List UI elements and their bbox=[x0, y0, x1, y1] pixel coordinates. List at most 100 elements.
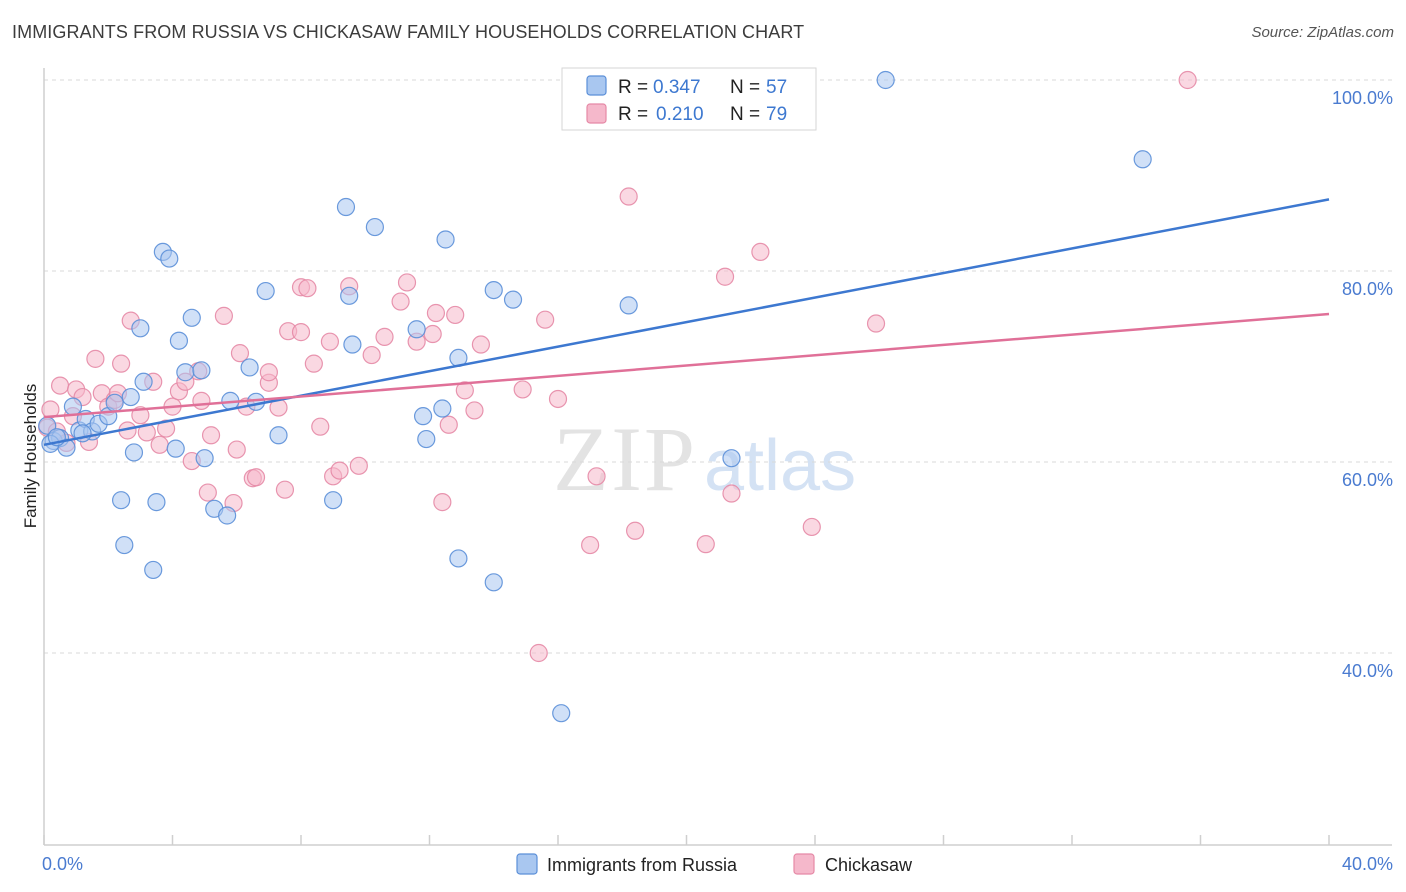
chickasaw-point-68 bbox=[548, 389, 568, 409]
russia-point-50 bbox=[619, 296, 638, 315]
bottom-legend-swatch-chickasaw bbox=[793, 853, 815, 875]
chickasaw-point-58 bbox=[426, 303, 446, 323]
chickasaw-point-71 bbox=[619, 187, 638, 206]
russia-point-34 bbox=[324, 491, 343, 510]
chickasaw-point-65 bbox=[513, 380, 532, 399]
chickasaw-point-18 bbox=[137, 423, 156, 442]
chickasaw-point-64 bbox=[471, 335, 490, 354]
series-legend: Immigrants from Russia Chickasaw bbox=[516, 853, 913, 875]
russia-point-14 bbox=[124, 443, 144, 462]
russia-point-20 bbox=[160, 249, 179, 268]
chickasaw-point-9 bbox=[86, 349, 105, 368]
x-tick-label-min: 0.0% bbox=[42, 854, 83, 874]
russia-point-36 bbox=[336, 197, 356, 217]
chickasaw-point-61 bbox=[446, 305, 465, 325]
russia-point-11 bbox=[111, 491, 131, 510]
russia-point-33 bbox=[269, 426, 288, 445]
russia-point-17 bbox=[144, 560, 163, 580]
chickasaw-point-79 bbox=[1178, 70, 1197, 90]
russia-point-51 bbox=[722, 449, 741, 468]
y-tick-label-100: 100.0% bbox=[1332, 88, 1393, 108]
russia-point-53 bbox=[1133, 150, 1152, 169]
chickasaw-point-44 bbox=[298, 279, 317, 298]
russia-point-31 bbox=[246, 392, 266, 411]
chickasaw-point-60 bbox=[439, 415, 458, 434]
watermark: ZIP atlas bbox=[553, 408, 856, 510]
chickasaw-point-52 bbox=[362, 345, 381, 365]
chickasaw-point-73 bbox=[696, 535, 715, 554]
correlation-legend: R = 0.347 N = 57 R = 0.210 N = 79 bbox=[561, 67, 817, 131]
russia-point-32 bbox=[256, 281, 275, 301]
chickasaw-point-57 bbox=[423, 324, 442, 344]
russia-point-21 bbox=[166, 439, 185, 458]
russia-point-41 bbox=[417, 429, 436, 449]
legend-swatch-chickasaw bbox=[586, 103, 607, 124]
chickasaw-point-74 bbox=[715, 267, 735, 286]
legend-r-label-chickasaw: R = bbox=[618, 104, 648, 125]
chickasaw-point-45 bbox=[304, 354, 323, 373]
russia-point-10 bbox=[105, 393, 124, 412]
russia-point-47 bbox=[484, 573, 503, 592]
russia-point-26 bbox=[195, 449, 214, 468]
russia-point-23 bbox=[176, 363, 195, 382]
legend-n-label-russia: N = bbox=[730, 77, 760, 98]
russia-point-52 bbox=[876, 70, 895, 90]
trend-line-russia bbox=[43, 198, 1330, 447]
chickasaw-point-76 bbox=[751, 242, 770, 261]
chickasaw-point-14 bbox=[111, 354, 131, 373]
y-tick-label-60: 60.0% bbox=[1342, 470, 1393, 490]
russia-point-35 bbox=[340, 286, 359, 305]
legend-n-value-chickasaw: 79 bbox=[766, 104, 787, 125]
chickasaw-point-69 bbox=[581, 535, 600, 555]
chickasaw-point-30 bbox=[214, 306, 233, 325]
russia-point-46 bbox=[484, 281, 503, 300]
chickasaw-point-53 bbox=[375, 327, 394, 346]
chart-source: Source: ZipAtlas.com bbox=[1251, 24, 1394, 41]
chickasaw-point-62 bbox=[455, 381, 474, 400]
chickasaw-point-59 bbox=[433, 493, 452, 512]
russia-point-40 bbox=[413, 407, 433, 426]
chickasaw-point-70 bbox=[587, 467, 606, 486]
russia-point-13 bbox=[121, 387, 140, 407]
chickasaw-point-66 bbox=[529, 643, 548, 663]
russia-point-44 bbox=[449, 549, 468, 568]
russia-point-16 bbox=[134, 372, 153, 391]
chickasaw-point-40 bbox=[275, 480, 295, 499]
trend-line-chickasaw bbox=[43, 312, 1330, 419]
chickasaw-point-21 bbox=[156, 419, 176, 438]
russia-point-25 bbox=[192, 361, 211, 380]
bottom-legend-label-russia: Immigrants from Russia bbox=[547, 855, 738, 875]
chickasaw-point-46 bbox=[311, 417, 330, 436]
chickasaw-point-33 bbox=[230, 344, 250, 363]
chickasaw-point-75 bbox=[722, 484, 741, 503]
chart-title: IMMIGRANTS FROM RUSSIA VS CHICKASAW FAMI… bbox=[12, 22, 805, 42]
russia-point-22 bbox=[169, 331, 189, 350]
chickasaw-point-72 bbox=[625, 521, 645, 540]
watermark-zip: ZIP bbox=[553, 408, 697, 510]
russia-point-12 bbox=[115, 535, 134, 555]
chickasaw-point-42 bbox=[291, 323, 311, 342]
legend-r-label-russia: R = bbox=[618, 77, 648, 98]
chickasaw-point-20 bbox=[150, 435, 169, 454]
x-axis-ticks bbox=[43, 835, 1330, 845]
russia-point-30 bbox=[240, 358, 259, 377]
legend-n-value-russia: 57 bbox=[766, 77, 787, 98]
chickasaw-point-27 bbox=[192, 391, 211, 410]
bottom-legend-label-chickasaw: Chickasaw bbox=[825, 855, 913, 875]
bottom-legend-swatch-russia bbox=[516, 853, 538, 875]
series-chickasaw-points bbox=[38, 70, 1197, 663]
chickasaw-point-28 bbox=[198, 483, 217, 502]
russia-point-48 bbox=[503, 290, 523, 309]
russia-point-24 bbox=[182, 308, 201, 327]
chickasaw-point-32 bbox=[227, 440, 246, 459]
russia-point-28 bbox=[218, 506, 237, 525]
y-tick-labels: 40.0% 60.0% 80.0% 100.0% bbox=[1332, 88, 1393, 681]
chickasaw-point-67 bbox=[536, 310, 555, 329]
russia-point-15 bbox=[131, 319, 150, 338]
chickasaw-point-77 bbox=[802, 517, 821, 537]
chickasaw-point-51 bbox=[349, 456, 368, 475]
legend-n-label-chickasaw: N = bbox=[730, 104, 760, 125]
chickasaw-point-78 bbox=[866, 314, 886, 333]
chickasaw-point-55 bbox=[397, 273, 417, 292]
